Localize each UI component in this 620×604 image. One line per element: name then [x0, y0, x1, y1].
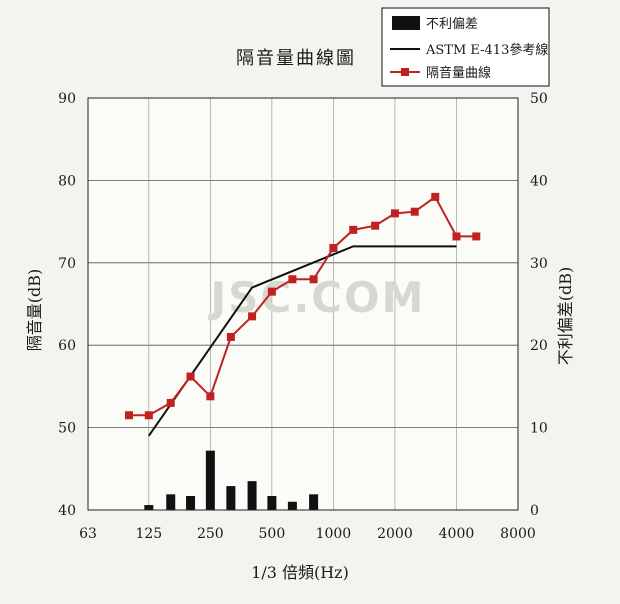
- curve-point: [329, 243, 338, 252]
- chart-title: 隔音量曲線圖: [236, 48, 356, 69]
- legend-label-deviation: 不利偏差: [426, 17, 478, 32]
- curve-point: [125, 411, 134, 420]
- astm-reference-polyline: [148, 245, 457, 437]
- deviation-bar: [205, 450, 215, 510]
- deviation-bar: [267, 495, 277, 510]
- y-tick-label: 80: [58, 173, 76, 189]
- curve-point: [349, 225, 358, 234]
- curve-point: [309, 275, 318, 284]
- curve-point: [288, 275, 297, 284]
- legend-red-marker-symbol: [401, 68, 409, 76]
- x-tick-label: 8000: [500, 526, 536, 542]
- deviation-bar: [247, 481, 257, 510]
- x-tick-label: 1000: [316, 526, 352, 542]
- curve-point: [226, 332, 235, 341]
- y-tick-label: 90: [58, 91, 76, 107]
- curve-point: [472, 232, 481, 241]
- curve-point: [371, 221, 380, 230]
- y-tick-label: 40: [58, 503, 76, 519]
- legend-label-astm: ASTM E-413參考線: [425, 42, 548, 58]
- deviation-bar: [166, 494, 176, 510]
- x-tick-label: 2000: [377, 526, 413, 542]
- y-tick-label: 60: [58, 338, 76, 354]
- curve-point: [267, 287, 276, 296]
- deviation-bar: [186, 495, 196, 510]
- deviation-bar: [309, 494, 319, 510]
- deviation-bar: [287, 501, 297, 510]
- y2-axis-label: 不利偏差(dB): [556, 267, 575, 366]
- gridlines: [88, 98, 518, 510]
- astm-reference-line: [148, 245, 457, 437]
- legend: 不利偏差 ASTM E-413參考線 隔音量曲線: [381, 7, 550, 87]
- axes: 63 125 250 500 1000 2000 4000 8000 40 50 60 70 80 90 0…: [58, 91, 548, 542]
- curve-point: [166, 398, 175, 407]
- y2-tick-label: 30: [530, 256, 548, 272]
- y2-tick-label: 20: [530, 338, 548, 354]
- curve-point: [452, 232, 461, 241]
- legend-label-curve: 隔音量曲線: [426, 65, 491, 81]
- legend-bar-symbol: [392, 16, 420, 30]
- curve-point: [206, 392, 215, 401]
- curve-point: [144, 411, 153, 420]
- deviation-bars: [144, 450, 319, 510]
- x-axis-label: 1/3 倍頻(Hz): [251, 563, 349, 582]
- x-tick-label: 63: [79, 526, 97, 542]
- deviation-bar: [144, 505, 154, 510]
- y2-tick-label: 10: [530, 421, 548, 437]
- x-tick-label: 125: [135, 526, 162, 542]
- x-tick-label: 250: [197, 526, 224, 542]
- deviation-bar: [226, 486, 236, 510]
- plot-area: [88, 98, 518, 510]
- y2-tick-label: 0: [530, 503, 539, 519]
- x-tick-label: 4000: [439, 526, 475, 542]
- curve-point: [248, 312, 257, 321]
- curve-point: [410, 207, 419, 216]
- plot-frame: [87, 97, 519, 511]
- y-tick-label: 50: [58, 421, 76, 437]
- y2-tick-label: 40: [530, 173, 548, 189]
- curve-point: [186, 372, 195, 381]
- y-tick-label: 70: [58, 256, 76, 272]
- sound-insulation-curve: [125, 192, 481, 420]
- y2-tick-label: 50: [530, 91, 548, 107]
- x-tick-label: 500: [259, 526, 286, 542]
- curve-point: [390, 209, 399, 218]
- curve-point: [431, 192, 440, 201]
- y-axis-label: 隔音量(dB): [25, 269, 44, 352]
